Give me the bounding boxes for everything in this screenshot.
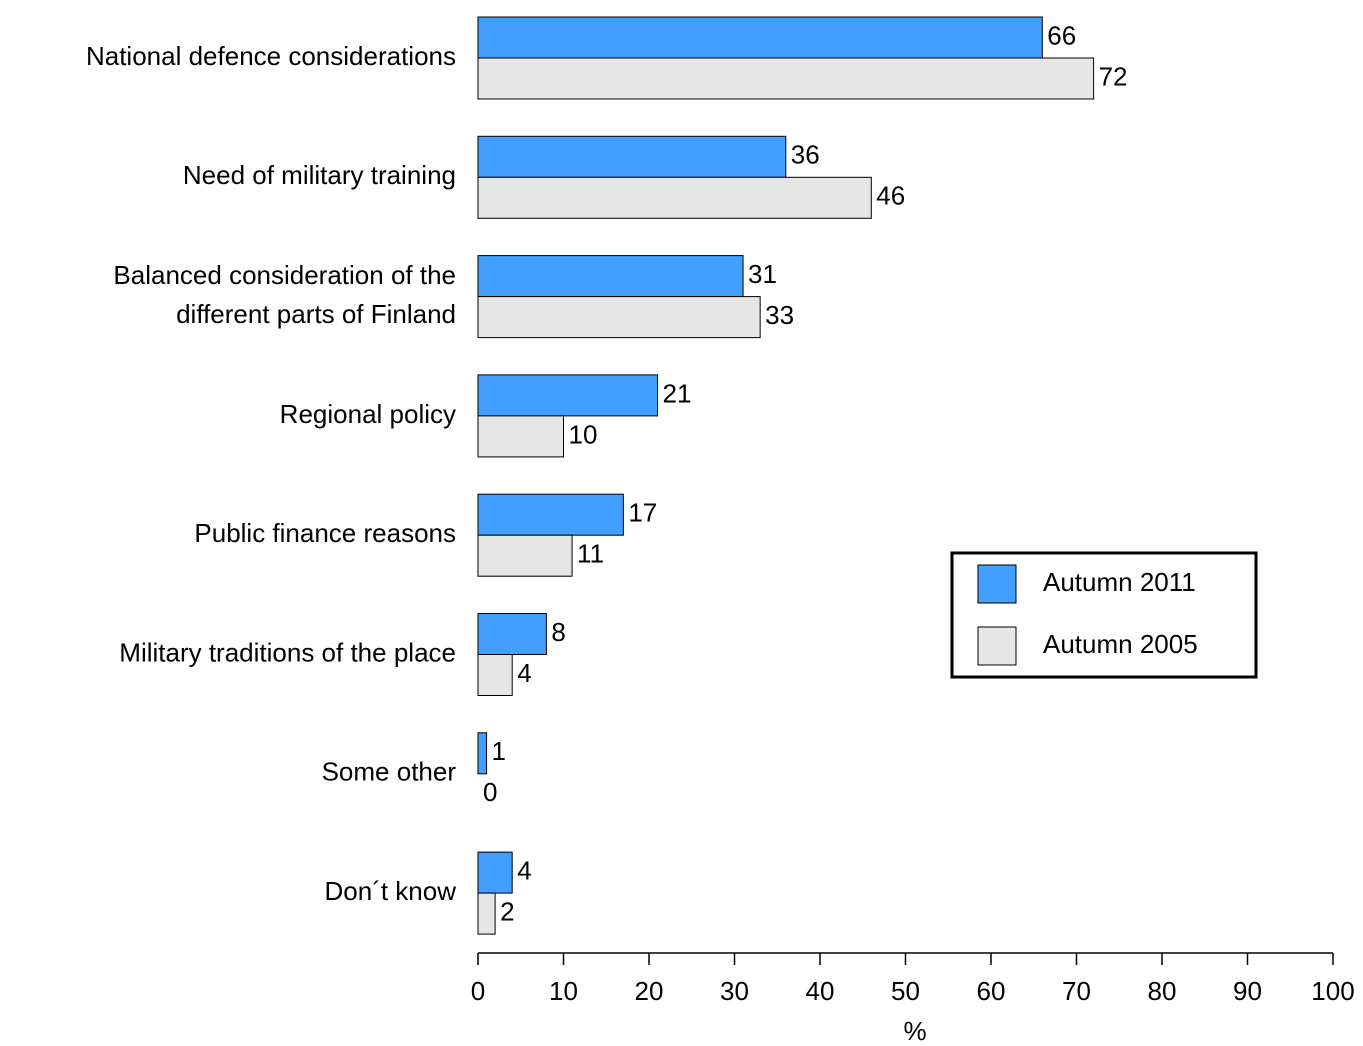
value-label: 2 [500,896,514,926]
category-label: Regional policy [280,399,456,429]
bar [477,374,659,417]
x-tick-label: 90 [1233,976,1262,1006]
x-tick-label: 70 [1062,976,1091,1006]
bar [477,176,872,219]
value-label: 10 [569,419,598,449]
bar [477,732,488,775]
legend-swatch [977,564,1017,604]
value-label: 31 [748,259,777,289]
category-label: National defence considerations [86,41,456,71]
x-axis-label: % [903,1016,926,1046]
value-label: 4 [517,855,531,885]
category-label: Some other [322,757,457,787]
value-label: 11 [577,539,604,569]
legend-label: Autumn 2005 [1043,629,1198,659]
bar [477,613,547,655]
value-label: 17 [628,498,657,528]
x-tick-label: 100 [1311,976,1354,1006]
value-label: 36 [791,140,820,170]
bar [477,16,1043,59]
bar [477,493,624,536]
x-tick-label: 0 [471,976,485,1006]
category-label: Don´t know [325,876,457,906]
x-tick-label: 80 [1148,976,1177,1006]
value-label: 21 [663,378,692,408]
bar [477,255,744,298]
value-label: 0 [483,777,497,807]
value-label: 46 [876,181,905,211]
bar [477,654,513,696]
value-label: 1 [492,736,506,766]
bar [477,415,564,458]
category-label: Need of military training [183,160,456,190]
bar [477,296,761,339]
x-tick-label: 10 [549,976,578,1006]
value-label: 8 [551,617,565,647]
bar [477,892,496,935]
category-label: Balanced consideration of the different p… [113,260,456,329]
x-tick-label: 30 [720,976,749,1006]
x-tick-label: 60 [977,976,1006,1006]
value-label: 72 [1099,61,1128,91]
category-label: Military traditions of the place [119,637,456,667]
x-tick-label: 20 [635,976,664,1006]
x-tick-label: 50 [891,976,920,1006]
legend-label: Autumn 2011 [1043,567,1196,597]
bar [477,534,573,577]
legend-swatch [977,626,1017,666]
bar [477,851,513,894]
value-label: 66 [1047,20,1076,50]
category-label: Public finance reasons [194,518,456,548]
value-label: 4 [517,658,531,688]
bar [477,135,787,178]
x-tick-label: 40 [806,976,835,1006]
bar [477,57,1095,100]
value-label: 33 [765,300,794,330]
